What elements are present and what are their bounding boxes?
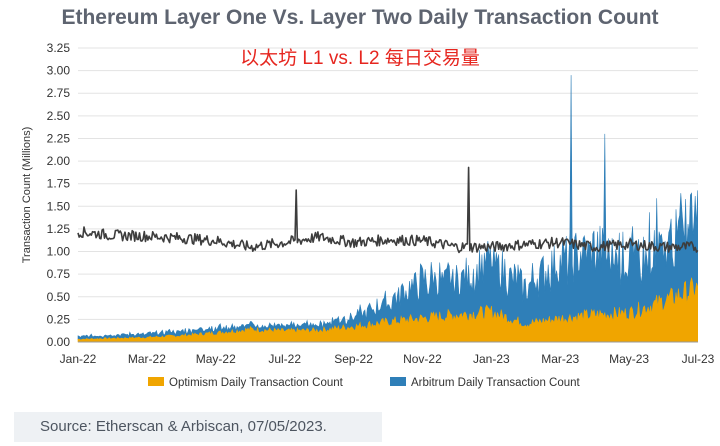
x-tick-label: Jul-22 <box>268 352 301 366</box>
legend-swatch <box>390 377 406 386</box>
y-tick-label: 3.00 <box>47 64 71 78</box>
x-tick-label: Jan-23 <box>473 352 510 366</box>
y-tick-label: 1.00 <box>47 245 71 259</box>
legend-swatch <box>148 377 164 386</box>
y-tick-label: 0.75 <box>47 267 71 281</box>
series-ethereum <box>77 166 699 254</box>
series-layer <box>77 75 699 343</box>
x-tick-label: Jul-23 <box>682 352 715 366</box>
chart-title: Ethereum Layer One Vs. Layer Two Daily T… <box>61 6 659 29</box>
x-tick-label: Mar-22 <box>128 352 166 366</box>
source-note: Source: Etherscan & Arbiscan, 07/05/2023… <box>14 412 382 442</box>
y-tick-label: 0.00 <box>47 335 71 349</box>
chart-subtitle: 以太坊 L1 vs. L2 每日交易量 <box>240 48 480 69</box>
y-tick-label: 1.50 <box>47 199 71 213</box>
x-tick-label: Nov-22 <box>403 352 442 366</box>
source-text: Source: Etherscan & Arbiscan, 07/05/2023… <box>40 418 327 435</box>
legend: Optimism Daily Transaction Count Arbitrum… <box>148 377 581 389</box>
y-tick-label: 0.25 <box>47 312 71 326</box>
y-tick-label: 2.75 <box>47 86 71 100</box>
legend-label: Optimism Daily Transaction Count <box>169 377 344 389</box>
series-optimism <box>77 277 698 343</box>
series-arbitrum <box>77 75 698 341</box>
y-tick-label: 3.25 <box>47 41 71 55</box>
y-axis-title: Transaction Count (Millions) <box>21 127 33 264</box>
axes: 0.00 0.25 0.50 0.75 1.00 1.25 1.50 1.75 2.00 2.25… <box>21 41 715 366</box>
y-tick-label: 0.50 <box>47 290 71 304</box>
y-tick-label: 1.75 <box>47 177 71 191</box>
x-tick-label: May-23 <box>609 352 649 366</box>
x-tick-label: Mar-23 <box>541 352 579 366</box>
x-tick-label: Sep-22 <box>334 352 373 366</box>
legend-label: Arbitrum Daily Transaction Count <box>411 377 581 389</box>
y-tick-label: 2.00 <box>47 154 71 168</box>
y-tick-label: 2.25 <box>47 131 71 145</box>
y-tick-label: 1.25 <box>47 222 71 236</box>
x-tick-label: Jan-22 <box>60 352 97 366</box>
y-tick-label: 2.50 <box>47 109 71 123</box>
x-tick-label: May-22 <box>196 352 236 366</box>
